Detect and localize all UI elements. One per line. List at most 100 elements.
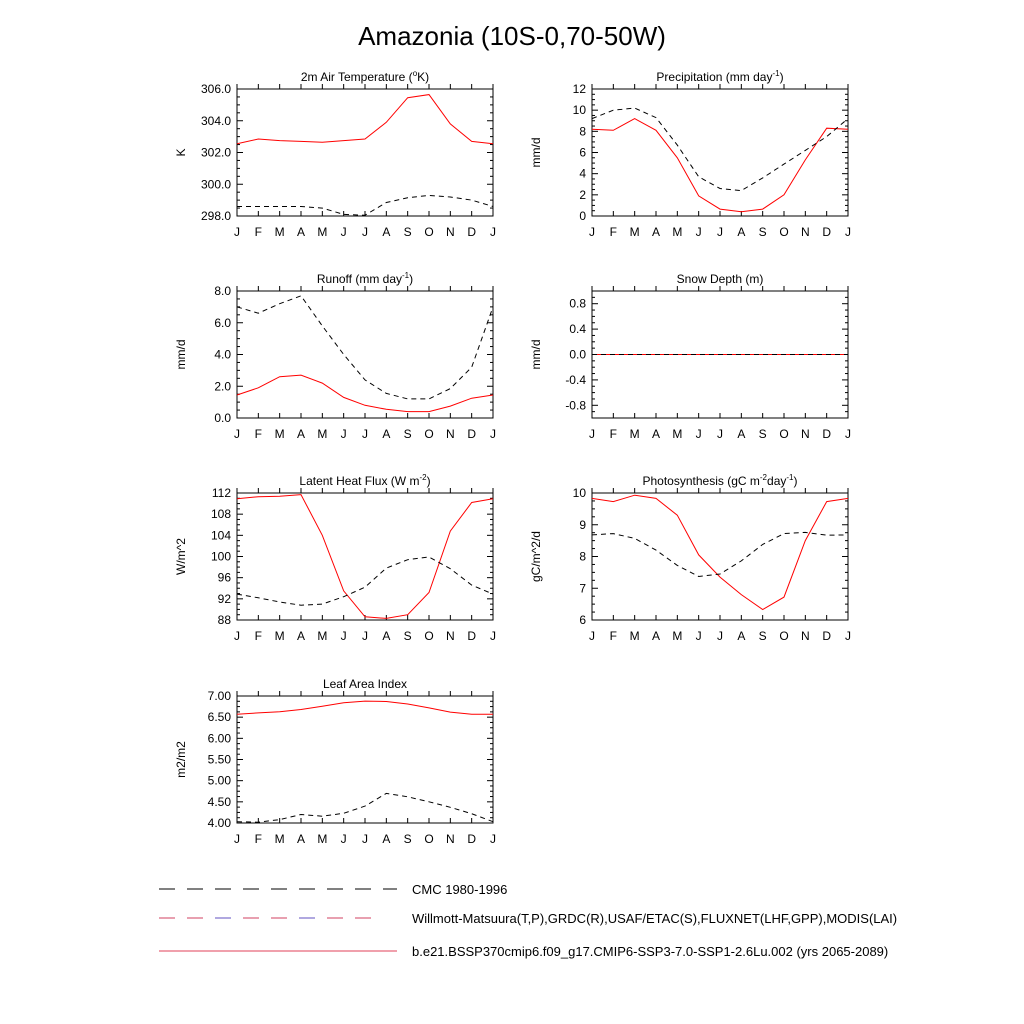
- legend-label: CMC 1980-1996: [412, 882, 507, 897]
- series-line-observed: [591, 531, 849, 578]
- y-tick-label: 112: [212, 486, 231, 500]
- chart-panel-5: Latent Heat Flux (W m-2) W/m^2 88 92 96 100 10…: [174, 473, 496, 643]
- series-line-model: [236, 94, 494, 145]
- x-tick-label: M: [317, 427, 327, 441]
- x-tick-label: S: [759, 427, 767, 441]
- x-tick-label: D: [467, 629, 476, 643]
- y-tick-label: 4.50: [208, 795, 232, 809]
- x-tick-label: J: [234, 629, 240, 643]
- chart-panel-6: Photosynthesis (gC m-2day-1) gC/m^2/d 6 7 8 9…: [529, 473, 851, 643]
- legend-label: Willmott-Matsuura(T,P),GRDC(R),USAF/ETAC…: [412, 911, 897, 926]
- x-tick-label: J: [589, 629, 595, 643]
- y-axis-label: K: [174, 148, 188, 156]
- x-tick-label: J: [362, 832, 368, 846]
- x-tick-label: A: [382, 629, 390, 643]
- x-tick-label: J: [341, 832, 347, 846]
- x-tick-label: O: [424, 629, 433, 643]
- y-tick-label: 88: [218, 613, 232, 627]
- y-tick-label: 4.00: [208, 816, 232, 830]
- x-tick-label: O: [424, 225, 433, 239]
- panels: 2m Air Temperature (oK)K298.0300.0302.03…: [174, 69, 851, 846]
- y-tick-label: 5.00: [208, 774, 232, 788]
- x-tick-label: A: [737, 225, 745, 239]
- y-tick-label: 304.0: [201, 114, 231, 128]
- y-tick-label: 8.0: [214, 284, 231, 298]
- legend-item-2: Willmott-Matsuura(T,P),GRDC(R),USAF/ETAC…: [159, 911, 897, 926]
- x-tick-label: D: [822, 427, 831, 441]
- x-tick-label: F: [255, 427, 262, 441]
- x-tick-label: J: [717, 427, 723, 441]
- x-tick-label: J: [490, 427, 496, 441]
- y-tick-label: 12: [573, 82, 587, 96]
- series-line-observed: [236, 295, 494, 400]
- y-tick-label: 0.4: [569, 322, 586, 336]
- chart-panel-3: Runoff (mm day-1)mm/d0.02.04.06.08.0J F M A…: [174, 271, 496, 441]
- x-tick-label: J: [589, 427, 595, 441]
- y-tick-label: 0.0: [214, 411, 231, 425]
- y-tick-label: 2: [579, 188, 586, 202]
- x-tick-label: A: [652, 427, 660, 441]
- x-tick-label: D: [822, 629, 831, 643]
- y-tick-label: 306.0: [201, 82, 231, 96]
- panel-title: Precipitation (mm day-1): [656, 69, 783, 84]
- x-tick-label: J: [845, 427, 851, 441]
- x-tick-label: F: [610, 427, 617, 441]
- series-line-model: [236, 700, 493, 715]
- x-tick-label: A: [382, 225, 390, 239]
- plot-frame: [236, 88, 494, 217]
- plot-frame: [591, 492, 849, 621]
- x-tick-label: A: [297, 225, 305, 239]
- y-tick-label: 104: [211, 528, 231, 542]
- x-tick-label: J: [362, 225, 368, 239]
- x-tick-label: J: [341, 225, 347, 239]
- y-tick-label: 4: [579, 167, 586, 181]
- x-tick-label: O: [424, 427, 433, 441]
- series-line-observed: [236, 792, 494, 823]
- x-tick-label: A: [652, 629, 660, 643]
- x-tick-label: A: [382, 427, 390, 441]
- x-tick-label: J: [717, 225, 723, 239]
- y-tick-label: 302.0: [201, 146, 231, 160]
- y-axis-label: mm/d: [174, 340, 188, 370]
- y-axis-label: mm/d: [529, 138, 543, 168]
- x-tick-label: M: [275, 629, 285, 643]
- panel-title: Runoff (mm day-1): [317, 271, 413, 286]
- y-tick-label: 2.0: [214, 379, 231, 393]
- panel-title: Leaf Area Index: [323, 677, 407, 691]
- series-line-model: [236, 494, 494, 619]
- x-tick-label: N: [801, 427, 810, 441]
- y-tick-label: 300.0: [201, 177, 231, 191]
- y-tick-label: 10: [573, 486, 587, 500]
- x-tick-label: N: [801, 629, 810, 643]
- x-tick-label: M: [317, 225, 327, 239]
- series-line-observed: [236, 556, 494, 606]
- x-tick-label: J: [341, 427, 347, 441]
- y-axis-label: mm/d: [529, 340, 543, 370]
- legend-label: b.e21.BSSP370cmip6.f09_g17.CMIP6-SSP3-7.…: [412, 944, 888, 959]
- x-tick-label: D: [822, 225, 831, 239]
- x-tick-label: N: [446, 427, 455, 441]
- plot-frame: [236, 695, 494, 824]
- x-tick-label: A: [652, 225, 660, 239]
- x-tick-label: S: [404, 225, 412, 239]
- x-tick-label: M: [275, 225, 285, 239]
- x-tick-label: F: [610, 629, 617, 643]
- x-tick-label: F: [610, 225, 617, 239]
- y-tick-label: 108: [211, 507, 231, 521]
- y-tick-label: 6.00: [208, 731, 232, 745]
- panel-title: 2m Air Temperature (oK): [301, 69, 429, 84]
- x-tick-label: J: [717, 629, 723, 643]
- x-tick-label: S: [759, 629, 767, 643]
- x-tick-label: O: [779, 427, 788, 441]
- y-tick-label: 92: [218, 592, 232, 606]
- chart-panel-1: 2m Air Temperature (oK) K 298.0 300.0 302.0 3…: [174, 69, 496, 239]
- chart-panel-4: Snow Depth (m)mm/d-0.8-0.40.00.40.8J F M A M…: [529, 272, 851, 441]
- x-tick-label: J: [362, 427, 368, 441]
- x-tick-label: A: [737, 629, 745, 643]
- x-tick-label: A: [297, 832, 305, 846]
- y-tick-label: 0.0: [569, 348, 586, 362]
- x-tick-label: M: [317, 832, 327, 846]
- x-tick-label: O: [779, 225, 788, 239]
